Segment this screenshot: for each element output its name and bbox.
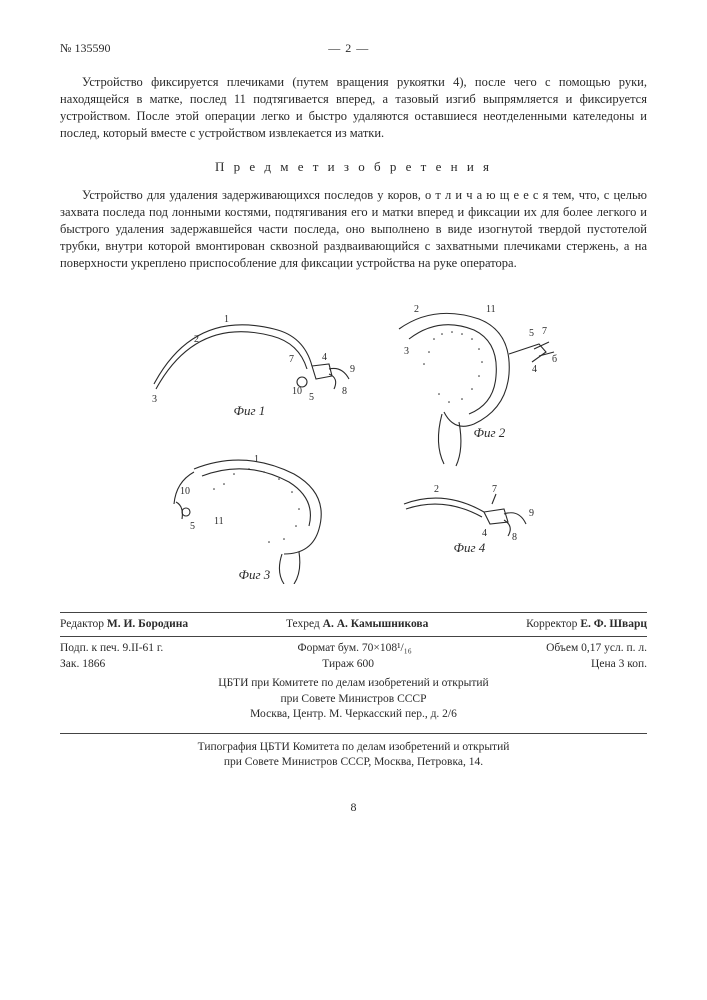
pub-line-2: Подп. к печ. 9.II-61 г. Формат бум. 70×1… (60, 636, 647, 657)
svg-text:3: 3 (404, 346, 409, 357)
svg-text:б: б (552, 354, 557, 365)
svg-text:5: 5 (529, 328, 534, 339)
figures-svg: 2 1 3 7 4 10 5 8 9 2 11 5 7 б 4 3 (134, 294, 574, 584)
cbti-2: при Совете Министров СССР (60, 692, 647, 708)
svg-text:1: 1 (254, 454, 259, 465)
svg-text:5: 5 (309, 392, 314, 403)
svg-text:10: 10 (292, 386, 302, 397)
figure-area: 2 1 3 7 4 10 5 8 9 2 11 5 7 б 4 3 (134, 294, 574, 584)
typography-2: при Совете Министров СССР, Москва, Петро… (60, 755, 647, 771)
volume: Объем 0,17 усл. п. л. (546, 641, 647, 657)
sign-date: Подп. к печ. 9.II-61 г. (60, 641, 163, 657)
format: Формат бум. 70×108¹/₁₆ (298, 641, 412, 657)
fig3-label: Фиг 3 (239, 566, 271, 584)
price: Цена 3 коп. (591, 657, 647, 673)
cbti-block: ЦБТИ при Комитете по делам изобретений и… (60, 676, 647, 723)
editor: Редактор М. И. Бородина (60, 617, 188, 633)
typography-block: Типография ЦБТИ Комитета по делам изобре… (60, 733, 647, 771)
fig4-label: Фиг 4 (454, 539, 486, 557)
page-marker: — 2 — (328, 40, 369, 56)
svg-text:9: 9 (350, 364, 355, 375)
svg-text:10: 10 (180, 486, 190, 497)
order: Зак. 1866 (60, 657, 105, 673)
svg-text:7: 7 (492, 484, 497, 495)
fig1-label: Фиг 1 (234, 402, 266, 420)
paragraph-1: Устройство фиксируется плечиками (путем … (60, 74, 647, 142)
svg-text:3: 3 (152, 394, 157, 405)
svg-text:9: 9 (529, 508, 534, 519)
svg-text:2: 2 (414, 304, 419, 315)
svg-text:5: 5 (190, 521, 195, 532)
pub-line-1: Редактор М. И. Бородина Техред А. А. Кам… (60, 612, 647, 633)
svg-text:2: 2 (194, 334, 199, 345)
pub-line-3: Зак. 1866 Тираж 600 Цена 3 коп. (60, 657, 647, 673)
svg-text:11: 11 (486, 304, 496, 315)
svg-text:8: 8 (512, 532, 517, 543)
svg-text:7: 7 (542, 326, 547, 337)
svg-text:2: 2 (434, 484, 439, 495)
tirazh: Тираж 600 (322, 657, 374, 673)
corrector: Корректор Е. Ф. Шварц (526, 617, 647, 633)
typography-1: Типография ЦБТИ Комитета по делам изобре… (60, 740, 647, 756)
section-title: П р е д м е т и з о б р е т е н и я (60, 158, 647, 176)
cbti-1: ЦБТИ при Комитете по делам изобретений и… (60, 676, 647, 692)
svg-text:4: 4 (322, 352, 327, 363)
svg-text:4: 4 (532, 364, 537, 375)
svg-text:11: 11 (214, 516, 224, 527)
page-number: 8 (60, 799, 647, 815)
svg-text:4: 4 (482, 528, 487, 539)
cbti-3: Москва, Центр. М. Черкасский пер., д. 2/… (60, 707, 647, 723)
svg-text:8: 8 (342, 386, 347, 397)
fig2-label: Фиг 2 (474, 424, 506, 442)
page-header: № 135590 — 2 — (60, 40, 647, 56)
svg-text:1: 1 (224, 314, 229, 325)
paragraph-2: Устройство для удаления задерживающихся … (60, 187, 647, 271)
svg-text:7: 7 (289, 354, 294, 365)
techred: Техред А. А. Камышникова (286, 617, 428, 633)
doc-number: № 135590 (60, 40, 110, 56)
